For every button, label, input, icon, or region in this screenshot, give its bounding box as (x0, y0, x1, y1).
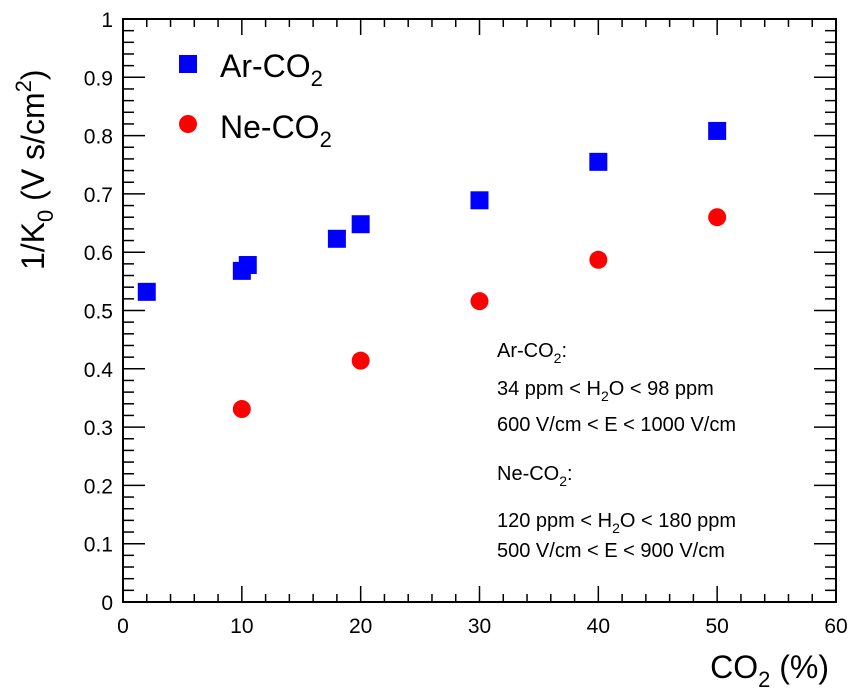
ne-co2-point (351, 351, 370, 370)
annotation-ne-heading: Ne-CO2: (497, 463, 573, 489)
legend-marker-ar-co2 (179, 55, 197, 73)
y-tick-label: 1 (101, 9, 113, 32)
x-tick-label: 40 (587, 615, 610, 638)
ne-co2-point (232, 400, 251, 419)
y-tick-label: 0.6 (84, 242, 113, 265)
y-tick-label: 0.4 (84, 359, 114, 382)
y-tick-labels: 0 0.1 0.2 0.3 0.4 0.5 0.6 0.7 0.8 0.9 1 (84, 9, 114, 615)
y-tick-label: 0.1 (84, 534, 113, 557)
ar-co2-point (327, 229, 346, 248)
x-tick-label: 20 (349, 615, 372, 638)
x-axis-label: CO2 (%) (710, 649, 829, 691)
conditions-annotation: Ar-CO2: 34 ppm < H2O < 98 ppm 600 V/cm <… (497, 340, 736, 562)
legend-marker-ne-co2 (179, 115, 197, 133)
y-tick-label: 0 (101, 592, 113, 615)
ar-co2-point (238, 256, 257, 275)
x-tick-label: 30 (468, 615, 491, 638)
ne-co2-point (470, 292, 489, 311)
axis-ticks (122, 18, 837, 603)
ar-co2-point (589, 152, 608, 171)
ne-co2-point (589, 250, 608, 269)
legend-label-ne-co2: Ne-CO2 (220, 109, 332, 152)
x-tick-label: 0 (117, 615, 129, 638)
data-marks (137, 121, 727, 419)
ar-co2-point (351, 215, 370, 234)
y-tick-label: 0.9 (84, 67, 113, 90)
x-tick-label: 50 (705, 615, 728, 638)
y-tick-label: 0.7 (84, 184, 113, 207)
ne-co2-point (708, 208, 727, 227)
x-tick-label: 60 (824, 615, 847, 638)
legend-label-ar-co2: Ar-CO2 (220, 48, 323, 91)
annotation-ar-line2: 600 V/cm < E < 1000 V/cm (497, 414, 736, 436)
x-tick-label: 10 (230, 615, 253, 638)
ar-co2-point (708, 121, 727, 140)
y-tick-label: 0.2 (84, 475, 113, 498)
annotation-ar-line1: 34 ppm < H2O < 98 ppm (497, 378, 714, 404)
y-tick-label: 0.8 (84, 126, 113, 149)
y-tick-label: 0.5 (84, 301, 113, 324)
ar-co2-point (137, 282, 156, 301)
y-tick-label: 0.3 (84, 417, 113, 440)
annotation-ne-line2: 500 V/cm < E < 900 V/cm (497, 540, 725, 562)
legend: Ar-CO2 Ne-CO2 (179, 48, 332, 152)
ar-co2-point (470, 191, 489, 210)
annotation-ar-heading: Ar-CO2: (497, 340, 567, 366)
y-axis-label: 1/K0 (V s/cm2) (11, 69, 58, 270)
annotation-ne-line1: 120 ppm < H2O < 180 ppm (497, 510, 736, 536)
x-tick-labels: 0 10 20 30 40 50 60 (117, 615, 848, 638)
